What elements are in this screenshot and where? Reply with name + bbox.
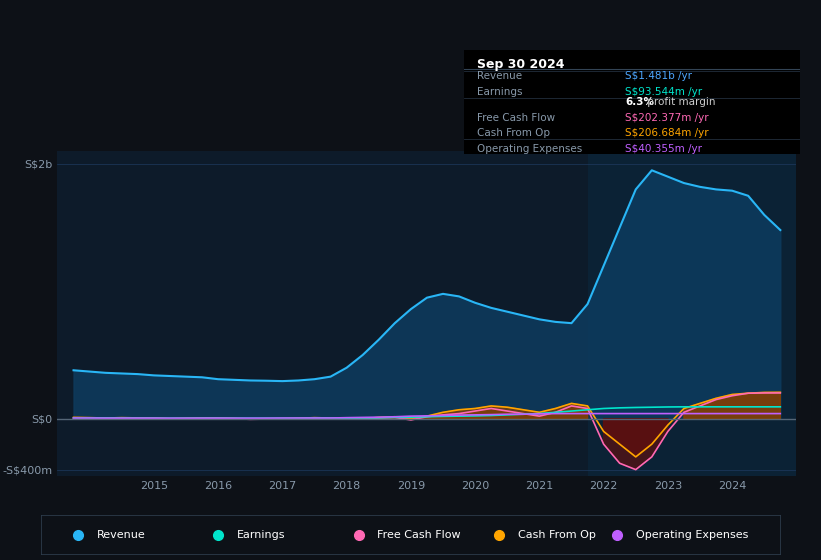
Text: S$93.544m /yr: S$93.544m /yr [626, 87, 703, 97]
Text: S$40.355m /yr: S$40.355m /yr [626, 144, 703, 154]
Bar [588, 151, 796, 476]
Text: Free Cash Flow: Free Cash Flow [477, 113, 556, 123]
Text: 6.3%: 6.3% [626, 97, 654, 107]
Text: Earnings: Earnings [237, 530, 286, 540]
Text: Revenue: Revenue [97, 530, 145, 540]
Text: Cash From Op: Cash From Op [518, 530, 595, 540]
Text: Revenue: Revenue [477, 71, 522, 81]
Text: S$206.684m /yr: S$206.684m /yr [626, 128, 709, 138]
Text: Cash From Op: Cash From Op [477, 128, 550, 138]
Text: Operating Expenses: Operating Expenses [477, 144, 583, 154]
Text: Operating Expenses: Operating Expenses [636, 530, 748, 540]
Text: Free Cash Flow: Free Cash Flow [378, 530, 461, 540]
Text: Sep 30 2024: Sep 30 2024 [477, 58, 565, 71]
Text: S$202.377m /yr: S$202.377m /yr [626, 113, 709, 123]
Text: Earnings: Earnings [477, 87, 523, 97]
Text: S$1.481b /yr: S$1.481b /yr [626, 71, 692, 81]
Text: profit margin: profit margin [644, 97, 715, 107]
